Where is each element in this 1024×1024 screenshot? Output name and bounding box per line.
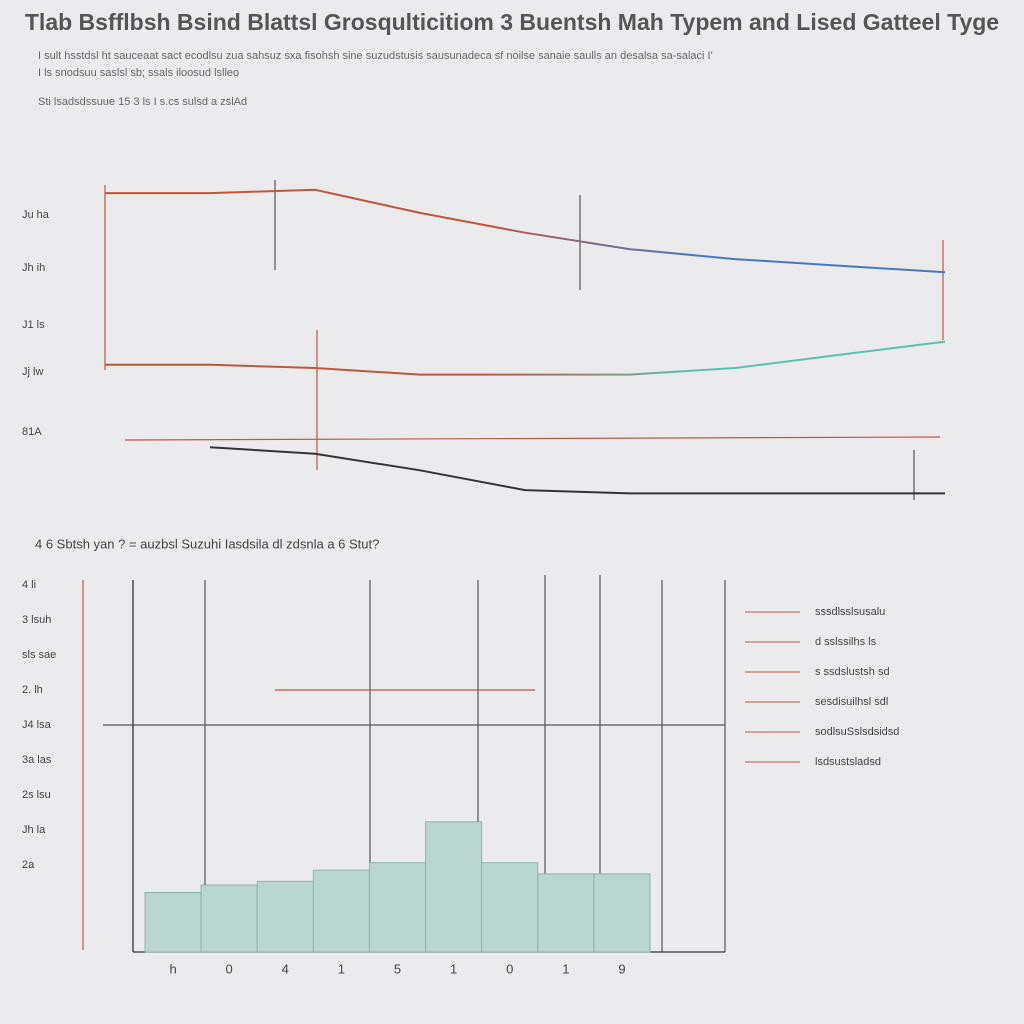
x-tick-label: 0: [226, 961, 233, 976]
bar: [256, 880, 314, 953]
axis-label: Jh ih: [22, 262, 45, 274]
note: Sti lsadsdssuue 15 3 ls I s.cs sulsd a z…: [38, 96, 247, 108]
legend-label: sssdlsslsusalu: [815, 606, 885, 618]
x-tick-label: 1: [562, 961, 569, 976]
bar: [537, 873, 595, 953]
legend-label: s ssdslustsh sd: [815, 666, 890, 678]
bar: [425, 821, 483, 953]
x-tick-label: 9: [618, 961, 625, 976]
axis-label: 2a: [22, 859, 35, 871]
legend-label: d sslssilhs ls: [815, 636, 877, 648]
axis-label: Jj lw: [22, 366, 43, 378]
page-title: Tlab Bsfflbsh Bsind Blattsl Grosqulticit…: [25, 9, 999, 35]
bar: [144, 891, 202, 953]
legend-label: sesdisuilhsl sdl: [815, 696, 888, 708]
bar: [481, 862, 539, 953]
line-series: [105, 188, 946, 274]
axis-label: 3 lsuh: [22, 614, 51, 626]
axis-label: sls sae: [22, 649, 56, 661]
axis-label: 3a las: [22, 754, 52, 766]
legend-label: sodlsuSslsdsidsd: [815, 726, 899, 738]
line-series: [105, 340, 946, 376]
subtitle-line: I sult hsstdsl ht sauceaat sact ecodlsu …: [38, 50, 713, 62]
bar: [200, 884, 258, 953]
axis-label: 81A: [22, 426, 42, 438]
axis-label: 4 li: [22, 579, 36, 591]
bar: [312, 869, 370, 953]
axis-label: 2s lsu: [22, 789, 51, 801]
x-tick-label: 1: [338, 961, 345, 976]
x-tick-label: 5: [394, 961, 401, 976]
line-series: [209, 446, 945, 495]
x-tick-label: 0: [506, 961, 513, 976]
x-tick-label: h: [169, 961, 176, 976]
bar: [368, 862, 427, 953]
chart-title: 4 6 Sbtsh yan ? = auzbsl Suzuhi Iasdsila…: [35, 536, 379, 551]
axis-label: Jh la: [22, 824, 46, 836]
x-tick-label: 1: [450, 961, 457, 976]
legend-label: lsdsustsladsd: [815, 756, 881, 768]
axis-label: 2. lh: [22, 684, 43, 696]
x-tick-label: 4: [282, 961, 289, 976]
decoration: [82, 180, 944, 952]
axis-label: J1 ls: [22, 319, 45, 331]
axis-label: Ju ha: [22, 209, 50, 221]
bar: [593, 873, 651, 953]
axis-label: J4 lsa: [22, 719, 52, 731]
subtitle-line: I ls snodsuu saslsl sb; ssals iloosud ls…: [38, 67, 239, 79]
